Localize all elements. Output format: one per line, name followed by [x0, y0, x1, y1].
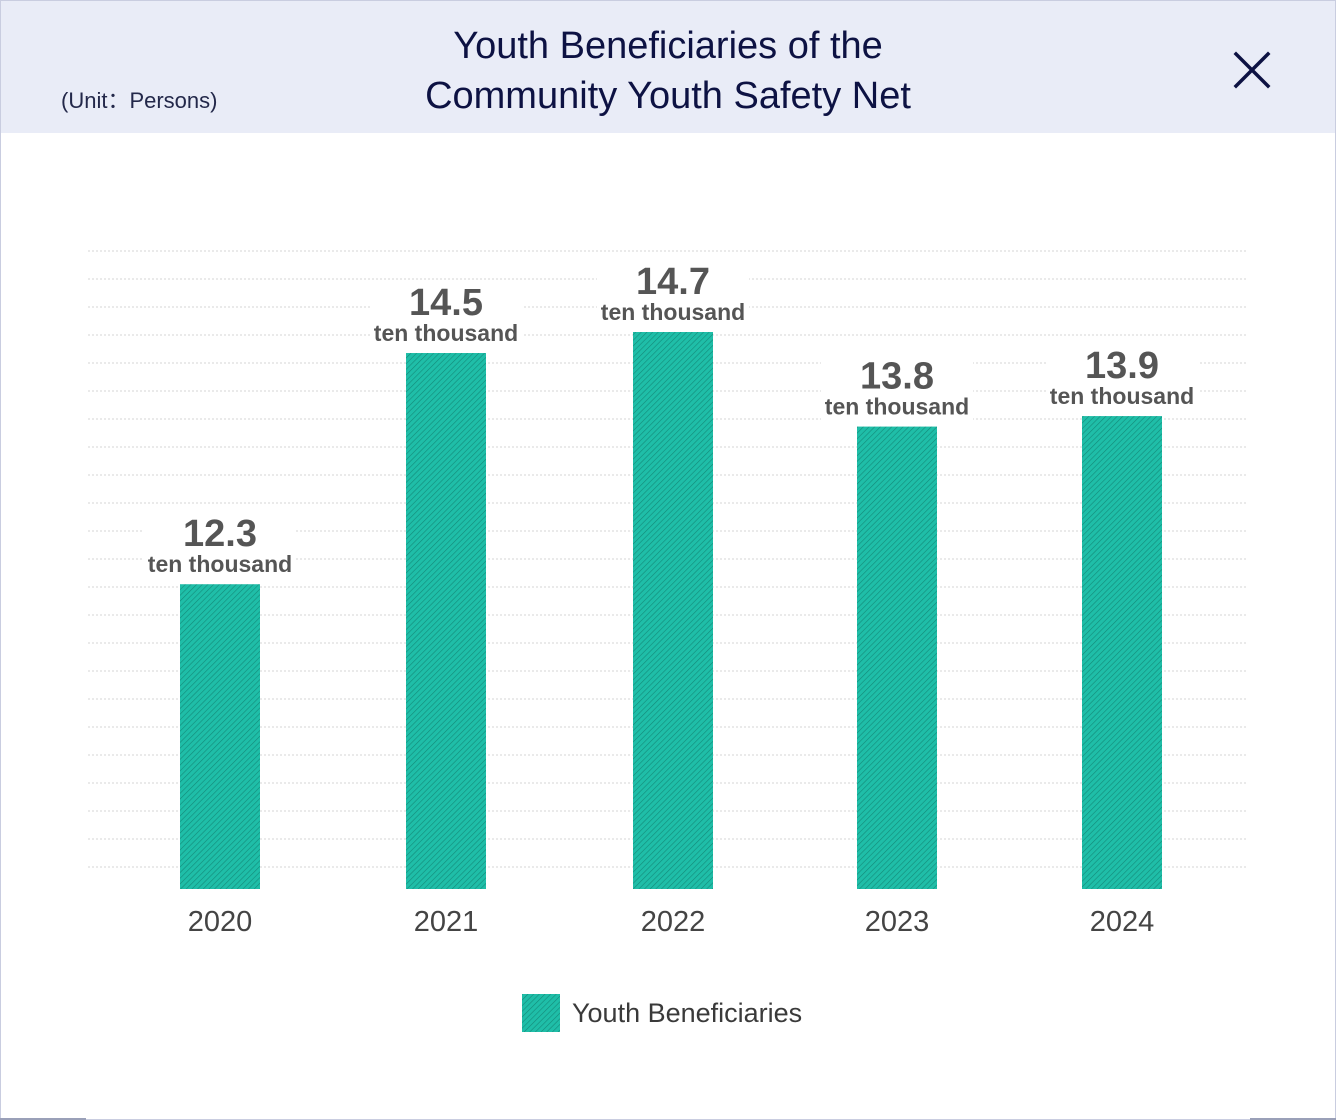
bar-unit-label: ten thousand: [1050, 383, 1194, 409]
frame-mark-left: [0, 1118, 86, 1120]
unit-label: (Unit：Persons): [61, 88, 218, 113]
legend-swatch: [522, 994, 560, 1032]
legend-label: Youth Beneficiaries: [572, 997, 803, 1028]
close-icon: [1233, 51, 1271, 89]
x-tick-label: 2021: [414, 906, 479, 938]
x-tick-label: 2022: [641, 906, 706, 938]
bar-unit-label: ten thousand: [148, 551, 292, 577]
label-backdrop: [370, 281, 522, 348]
x-tick-label: 2023: [865, 906, 930, 938]
x-tick-label: 2024: [1090, 906, 1155, 938]
chart-title: Youth Beneficiaries of the Community You…: [1, 21, 1335, 121]
label-backdrop: [821, 354, 973, 421]
bar-value-label: 13.9: [1085, 345, 1159, 387]
bar-value-label: 13.8: [860, 356, 934, 398]
bar-unit-label: ten thousand: [374, 320, 518, 346]
chart-title-line-2: Community Youth Safety Net: [425, 75, 911, 117]
bar-value-label: 14.5: [409, 282, 483, 324]
close-button[interactable]: [1227, 45, 1277, 95]
frame-mark-right: [1250, 1118, 1336, 1120]
bar-unit-label: ten thousand: [601, 299, 745, 325]
legend: Youth Beneficiaries: [522, 994, 802, 1032]
chart-title-line-1: Youth Beneficiaries of the: [453, 25, 883, 67]
bar-2021: [406, 353, 486, 889]
bar-2023: [857, 426, 937, 889]
x-tick-label: 2020: [188, 906, 253, 938]
bars: [180, 332, 1162, 889]
label-backdrop: [144, 512, 296, 579]
bar-2024: [1082, 416, 1162, 889]
bar-2022: [633, 332, 713, 889]
bar-2020: [180, 584, 260, 889]
bar-value-label: 14.7: [636, 261, 710, 303]
bar-unit-label: ten thousand: [825, 394, 969, 420]
bar-value-label: 12.3: [183, 513, 257, 555]
label-backdrop: [597, 260, 749, 326]
label-backdrop: [1046, 344, 1198, 411]
x-axis-ticks: 2020 2021 2022 2023 2024: [188, 906, 1155, 938]
chart-header: (Unit：Persons) Youth Beneficiaries of th…: [1, 1, 1335, 133]
